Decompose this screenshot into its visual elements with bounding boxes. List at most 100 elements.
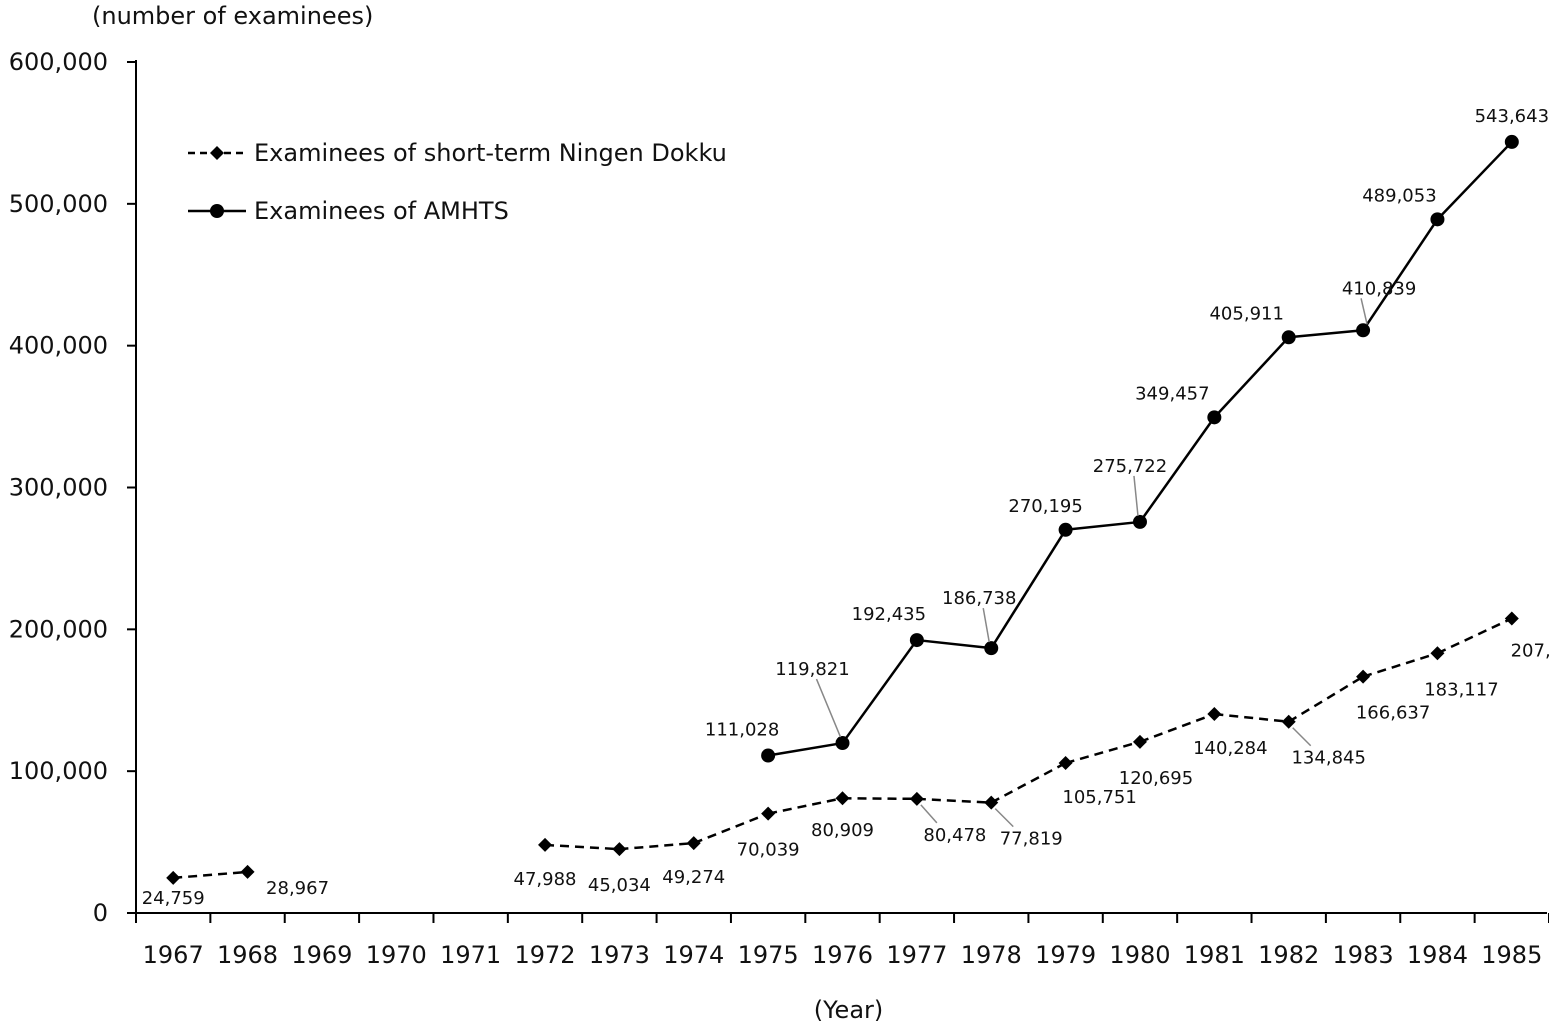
x-tick-label: 1979	[1035, 941, 1096, 969]
data-label-amhts: 410,839	[1342, 278, 1416, 299]
data-label-amhts: 186,738	[942, 588, 1016, 609]
data-label-leader	[920, 804, 938, 824]
series-ningen-dokku-segment	[544, 843, 620, 851]
y-axis-title: (number of examinees)	[92, 2, 374, 30]
series-amhts-segment	[1362, 218, 1439, 331]
series-amhts-segment	[1288, 329, 1364, 339]
series-amhts-segment	[990, 529, 1067, 649]
y-tick-label: 600,000	[9, 48, 108, 76]
series-ningen-dokku-point	[909, 791, 924, 806]
legend-label-amhts: Examinees of AMHTS	[254, 197, 509, 225]
data-label-ningen-dokku: 105,751	[1062, 787, 1136, 808]
x-tick-label: 1985	[1481, 941, 1542, 969]
data-label-ningen-dokku: 134,845	[1291, 748, 1365, 769]
x-tick-label: 1972	[514, 941, 575, 969]
series-ningen-dokku-point	[1504, 611, 1519, 626]
series-ningen-dokku-segment	[1065, 740, 1141, 765]
x-tick-label: 1975	[738, 941, 799, 969]
series-ningen-dokku-point	[984, 795, 999, 810]
data-label-amhts: 192,435	[852, 604, 926, 625]
series-ningen-dokku-point	[835, 791, 850, 806]
data-label-amhts: 543,643	[1475, 106, 1549, 127]
data-label-amhts: 119,821	[775, 659, 849, 680]
series-ningen-dokku-segment	[842, 796, 917, 801]
y-tick-label: 500,000	[9, 190, 108, 218]
data-label-amhts: 405,911	[1209, 303, 1283, 324]
data-label-leader	[1292, 727, 1312, 747]
data-label-ningen-dokku: 70,039	[737, 840, 800, 861]
data-label-ningen-dokku: 80,478	[923, 825, 986, 846]
series-amhts-segment	[767, 741, 843, 757]
series-ningen-dokku-segment	[1436, 617, 1513, 655]
series-ningen-dokku-segment	[1214, 712, 1289, 723]
series-amhts-segment	[916, 638, 992, 650]
x-tick-label: 1984	[1407, 941, 1468, 969]
series-ningen-dokku-point	[686, 836, 701, 851]
chart-legend: Examinees of short-term Ningen Dokku Exa…	[186, 124, 727, 240]
data-label-leader	[1133, 475, 1139, 517]
series-amhts-point	[1132, 514, 1147, 529]
series-ningen-dokku-segment	[1139, 712, 1215, 743]
series-ningen-dokku-point	[1356, 669, 1371, 684]
data-label-ningen-dokku: 80,909	[811, 820, 874, 841]
y-tick-label: 100,000	[9, 757, 108, 785]
x-tick-label: 1968	[217, 941, 278, 969]
data-label-amhts: 349,457	[1135, 383, 1209, 404]
y-tick-label: 0	[93, 899, 108, 927]
series-ningen-dokku-point	[1430, 646, 1445, 661]
series-amhts-point	[1430, 212, 1445, 227]
series-ningen-dokku-point	[1281, 714, 1296, 729]
data-label-ningen-dokku: 24,759	[142, 888, 205, 909]
x-axis-title: (Year)	[813, 996, 884, 1024]
series-ningen-dokku-point	[166, 870, 181, 885]
y-tick-label: 200,000	[9, 615, 108, 643]
x-tick-label: 1970	[366, 941, 427, 969]
x-tick-label: 1973	[589, 941, 650, 969]
series-ningen-dokku-point	[538, 837, 553, 852]
x-tick-label: 1982	[1258, 941, 1319, 969]
data-label-amhts: 275,722	[1093, 456, 1167, 477]
series-amhts-point	[1504, 134, 1519, 149]
x-tick-label: 1967	[143, 941, 204, 969]
legend-item-amhts: Examinees of AMHTS	[186, 182, 727, 240]
y-tick-label: 300,000	[9, 474, 108, 502]
series-amhts-segment	[1213, 336, 1290, 419]
series-amhts-point	[1058, 522, 1073, 537]
series-ningen-dokku-point	[761, 806, 776, 821]
series-amhts-point	[1207, 410, 1222, 425]
data-label-ningen-dokku: 207,620	[1511, 641, 1549, 662]
data-label-amhts: 489,053	[1362, 185, 1436, 206]
data-label-leader	[1360, 298, 1368, 325]
data-label-ningen-dokku: 183,117	[1424, 679, 1498, 700]
x-tick-label: 1969	[291, 941, 352, 969]
series-ningen-dokku-point	[1058, 756, 1073, 771]
x-tick-label: 1980	[1109, 941, 1170, 969]
data-label-ningen-dokku: 77,819	[1000, 829, 1063, 850]
data-label-amhts: 111,028	[705, 720, 779, 741]
series-amhts-point	[761, 748, 776, 763]
series-amhts-point	[1356, 323, 1371, 338]
series-amhts-point	[909, 633, 924, 648]
x-tick-label: 1981	[1184, 941, 1245, 969]
data-label-ningen-dokku: 120,695	[1119, 768, 1193, 789]
series-amhts-point	[1281, 330, 1296, 345]
x-tick-label: 1977	[886, 941, 947, 969]
data-label-ningen-dokku: 45,034	[588, 875, 651, 896]
data-label-leader	[982, 608, 990, 643]
series-ningen-dokku-segment	[619, 841, 694, 851]
series-ningen-dokku-segment	[1288, 675, 1364, 723]
x-tick-label: 1971	[440, 941, 501, 969]
data-label-amhts: 270,195	[1008, 496, 1082, 517]
y-tick-label: 400,000	[9, 332, 108, 360]
series-ningen-dokku-segment	[990, 761, 1067, 804]
series-ningen-dokku-point	[1132, 734, 1147, 749]
series-amhts-segment	[1065, 520, 1141, 532]
series-ningen-dokku-point	[240, 864, 255, 879]
data-label-ningen-dokku: 28,967	[266, 878, 329, 899]
data-label-ningen-dokku: 166,637	[1356, 703, 1430, 724]
x-tick-label: 1978	[961, 941, 1022, 969]
data-label-leader	[815, 678, 842, 738]
legend-dashed-diamond-icon	[188, 146, 246, 160]
series-amhts-point	[984, 641, 999, 656]
